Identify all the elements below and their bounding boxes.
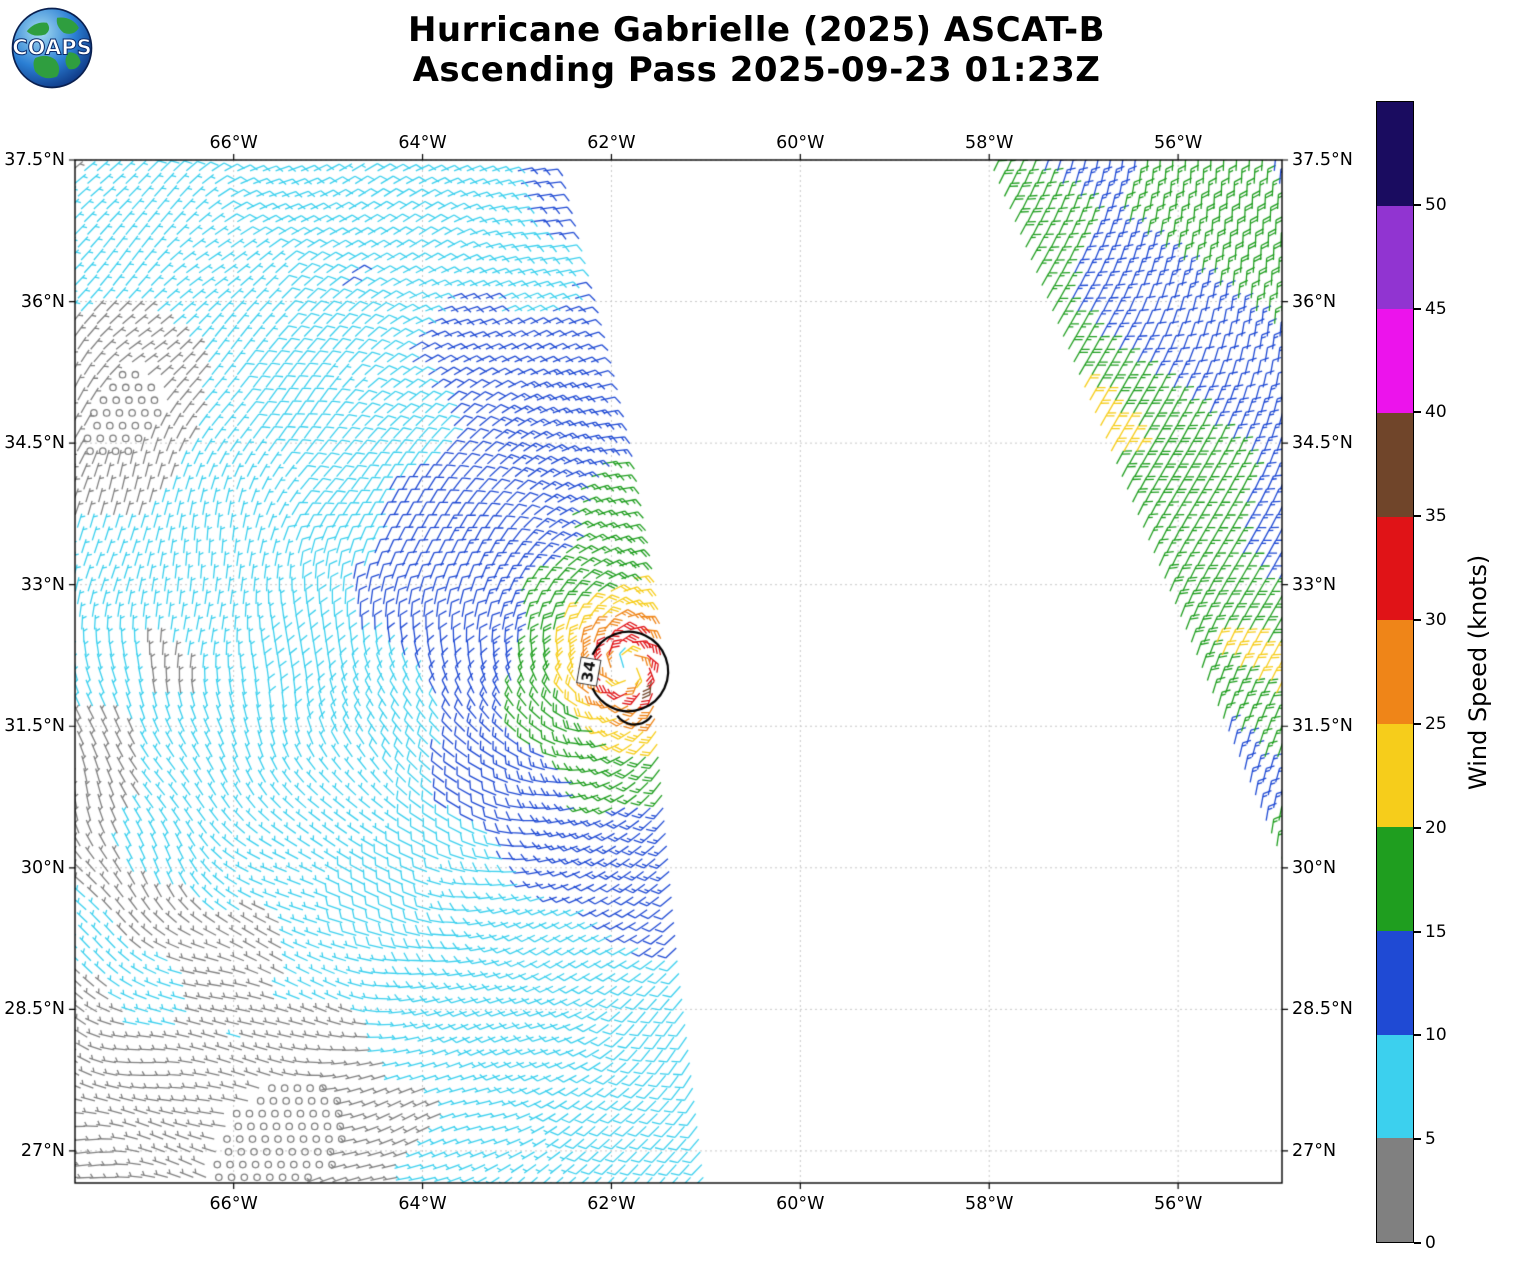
colorbar-segment-50-55 — [1377, 102, 1413, 206]
lon-tick-label-top: 58°W — [965, 133, 1014, 153]
lat-tick-label-left: 36°N — [20, 291, 65, 312]
colorbar-tick-label: 10 — [1425, 1025, 1447, 1046]
colorbar-tick-mark — [1414, 307, 1421, 310]
lat-tick-label-left: 37.5°N — [4, 150, 65, 170]
lat-tick-label-right: 36°N — [1292, 291, 1337, 312]
colorbar-segment-20-25 — [1377, 723, 1413, 828]
colorbar — [1376, 101, 1414, 1243]
coaps-logo: COAPS — [10, 6, 94, 90]
colorbar-segment-25-30 — [1377, 620, 1413, 724]
colorbar-tick-label: 35 — [1425, 506, 1447, 527]
title-line-1: Hurricane Gabrielle (2025) ASCAT-B — [407, 10, 1106, 50]
colorbar-tick-mark — [1414, 411, 1421, 414]
lon-tick-label-top: 60°W — [776, 133, 825, 153]
globe-icon: COAPS — [11, 7, 93, 89]
lon-tick-label-bottom: 58°W — [965, 1194, 1014, 1214]
colorbar-segment-15-20 — [1377, 827, 1413, 932]
lat-tick-label-left: 31.5°N — [4, 716, 65, 737]
colorbar-segment-35-40 — [1377, 412, 1413, 517]
lon-tick-label-top: 64°W — [398, 133, 447, 153]
colorbar-segment-30-35 — [1377, 516, 1413, 621]
colorbar-tick-label: 5 — [1425, 1129, 1436, 1150]
colorbar-segment-45-50 — [1377, 205, 1413, 310]
colorbar-tick-label: 0 — [1425, 1233, 1436, 1253]
colorbar-segment-10-15 — [1377, 931, 1413, 1035]
colorbar-segment-5-10 — [1377, 1034, 1413, 1139]
colorbar-tick-mark — [1414, 619, 1421, 622]
lon-tick-label-top: 62°W — [587, 133, 636, 153]
lat-tick-label-left: 27°N — [20, 1140, 65, 1161]
lat-tick-label-left: 28.5°N — [4, 999, 65, 1020]
lat-tick-label-left: 33°N — [20, 574, 65, 595]
title-line-2: Ascending Pass 2025-09-23 01:23Z — [412, 50, 1101, 91]
lon-tick-label-bottom: 56°W — [1153, 1194, 1203, 1214]
lon-tick-label-bottom: 62°W — [587, 1194, 636, 1214]
lat-tick-label-right: 31.5°N — [1292, 716, 1353, 737]
coaps-logo-text: COAPS — [12, 36, 91, 60]
colorbar-tick-label: 40 — [1425, 402, 1447, 423]
figure-title: Hurricane Gabrielle (2025) ASCAT-B Ascen… — [0, 10, 1513, 90]
lat-tick-label-right: 27°N — [1292, 1140, 1337, 1161]
lon-tick-label-bottom: 66°W — [209, 1194, 258, 1214]
colorbar-tick-label: 30 — [1425, 610, 1447, 631]
lat-tick-label-left: 34.5°N — [4, 433, 65, 454]
colorbar-tick-mark — [1414, 722, 1421, 725]
lon-tick-label-bottom: 64°W — [398, 1194, 447, 1214]
lon-tick-label-top: 66°W — [209, 133, 258, 153]
lon-tick-label-bottom: 60°W — [776, 1194, 825, 1214]
lat-tick-label-right: 37.5°N — [1292, 150, 1353, 170]
colorbar-tick-label: 50 — [1425, 194, 1447, 215]
colorbar-tick-mark — [1414, 1138, 1421, 1141]
colorbar-tick-mark — [1414, 203, 1421, 206]
lat-tick-label-right: 33°N — [1292, 574, 1337, 595]
colorbar-axis-label: Wind Speed (knots) — [1464, 554, 1492, 790]
colorbar-tick-mark — [1414, 1034, 1421, 1037]
lat-tick-label-left: 30°N — [20, 857, 65, 878]
colorbar-tick-label: 15 — [1425, 921, 1447, 942]
lat-tick-label-right: 28.5°N — [1292, 999, 1353, 1020]
lat-tick-label-right: 34.5°N — [1292, 433, 1353, 454]
colorbar-tick-mark — [1414, 930, 1421, 933]
colorbar-tick-label: 45 — [1425, 298, 1447, 319]
colorbar-tick-label: 25 — [1425, 713, 1447, 734]
colorbar-tick-mark — [1414, 1242, 1421, 1244]
colorbar-tick-label: 20 — [1425, 817, 1447, 838]
colorbar-segment-0-5 — [1377, 1138, 1413, 1242]
colorbar-tick-mark — [1414, 515, 1421, 518]
lat-tick-label-right: 30°N — [1292, 857, 1337, 878]
colorbar-tick-mark — [1414, 826, 1421, 829]
lon-tick-label-top: 56°W — [1153, 133, 1203, 153]
colorbar-segment-40-45 — [1377, 309, 1413, 413]
